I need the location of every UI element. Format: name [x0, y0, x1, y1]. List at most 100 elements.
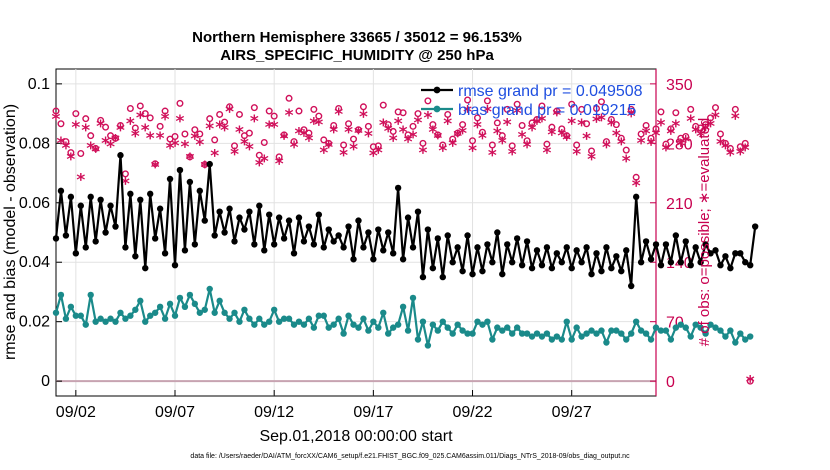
- evaluated-obs-point: *: [691, 123, 700, 143]
- rmse-point: [548, 264, 556, 272]
- evaluated-obs-point: *: [552, 106, 561, 126]
- rmse-point: [290, 250, 298, 257]
- bias-point: [484, 318, 491, 325]
- evaluated-obs-point: *: [171, 137, 180, 157]
- bias-point: [657, 327, 665, 334]
- evaluated-obs-point: *: [508, 145, 517, 165]
- evaluated-obs-point: *: [533, 114, 542, 134]
- rmse-point: [52, 235, 60, 242]
- evaluated-obs-point: *: [76, 170, 85, 190]
- possible-obs-point: [57, 120, 65, 128]
- evaluated-obs-point: *: [126, 114, 135, 134]
- bias-point: [439, 318, 446, 325]
- bias-point: [464, 330, 471, 337]
- possible-obs-point: [637, 130, 645, 138]
- rmse-point: [424, 226, 432, 233]
- rmse-point: [72, 250, 80, 257]
- possible-obs-point: [350, 135, 358, 143]
- evaluated-obs-point: *: [493, 125, 502, 145]
- possible-obs-point: [602, 138, 610, 146]
- rmse-point: [122, 244, 129, 251]
- evaluated-obs-point: *: [106, 137, 115, 157]
- evaluated-obs-point: *: [180, 137, 189, 157]
- evaluated-obs-point: *: [146, 129, 155, 149]
- evaluated-obs-point: *: [260, 152, 269, 172]
- possible-obs-point: [469, 137, 477, 145]
- rmse-point: [117, 152, 124, 159]
- evaluated-obs-point: *: [339, 146, 348, 166]
- possible-obs-point: [176, 99, 184, 107]
- bias-point: [122, 315, 129, 322]
- bias-point: [523, 330, 531, 337]
- possible-obs-point: [255, 151, 263, 159]
- evaluated-obs-point: *: [538, 112, 547, 132]
- rmse-point: [261, 247, 268, 254]
- rmse-point: [677, 259, 684, 266]
- evaluated-obs-series: ****************************************…: [52, 103, 755, 393]
- evaluated-obs-point: *: [359, 108, 368, 128]
- evaluated-obs-point: *: [66, 150, 75, 170]
- possible-obs-point: [473, 114, 481, 122]
- bias-point: [548, 336, 556, 343]
- possible-obs-point: [716, 130, 724, 138]
- rmse-point: [434, 235, 442, 242]
- data-file-footnote: data file: /Users/raeder/DAI/ATM_forcXX/…: [190, 453, 630, 460]
- rmse-point: [647, 256, 655, 263]
- possible-obs-point: [687, 105, 695, 113]
- rmse-point: [385, 229, 392, 236]
- possible-obs-point: [483, 97, 491, 105]
- bias-series: [52, 285, 754, 349]
- evaluated-obs-point: *: [577, 116, 586, 136]
- rmse-point: [355, 217, 362, 224]
- rmse-point: [727, 264, 734, 272]
- evaluated-obs-point: *: [642, 125, 651, 145]
- evaluated-obs-point: *: [176, 112, 185, 132]
- bias-point: [727, 327, 734, 334]
- rmse-point: [370, 256, 377, 263]
- bias-point: [137, 297, 144, 305]
- evaluated-obs-point: *: [230, 145, 239, 165]
- bias-point: [494, 324, 501, 331]
- evaluated-obs-point: *: [592, 113, 601, 133]
- evaluated-obs-point: *: [81, 121, 90, 141]
- rmse-point: [697, 259, 704, 266]
- possible-obs-point: [588, 147, 596, 155]
- bias-point: [107, 315, 114, 322]
- rmse-point: [603, 244, 610, 251]
- evaluated-obs-point: *: [161, 110, 170, 130]
- possible-obs-point: [459, 121, 467, 129]
- rmse-point: [732, 250, 739, 257]
- rmse-point: [558, 259, 565, 266]
- bias-point: [707, 321, 714, 328]
- rmse-point: [742, 259, 749, 266]
- evaluated-obs-point: *: [220, 121, 229, 141]
- rmse-point: [489, 259, 496, 266]
- rmse-point: [266, 211, 273, 218]
- rmse-point: [156, 205, 164, 212]
- possible-obs-point: [290, 138, 298, 146]
- evaluated-obs-point: *: [295, 125, 304, 145]
- evaluated-obs-point: *: [101, 134, 110, 154]
- possible-obs-point: [156, 122, 164, 130]
- bias-point: [687, 333, 694, 340]
- rmse-point: [166, 175, 174, 183]
- evaluated-obs-point: *: [562, 131, 571, 151]
- bias-point: [166, 300, 174, 308]
- rmse-point: [251, 241, 258, 248]
- rmse-point: [310, 241, 318, 248]
- bias-point: [261, 321, 268, 328]
- evaluated-obs-point: *: [622, 152, 631, 172]
- possible-obs-point: [231, 142, 239, 150]
- possible-obs-point: [488, 141, 496, 149]
- possible-obs-point: [295, 107, 303, 115]
- possible-obs-point: [721, 139, 729, 147]
- bias-point: [642, 330, 650, 337]
- bias-point: [533, 330, 541, 337]
- bias-point: [161, 315, 169, 322]
- evaluated-obs-point: *: [299, 126, 308, 146]
- right-y-tick-label: 0: [666, 374, 675, 391]
- possible-obs-point: [439, 141, 447, 149]
- rmse-point: [87, 193, 94, 201]
- evaluated-obs-point: *: [652, 126, 661, 146]
- bias-point: [732, 339, 739, 346]
